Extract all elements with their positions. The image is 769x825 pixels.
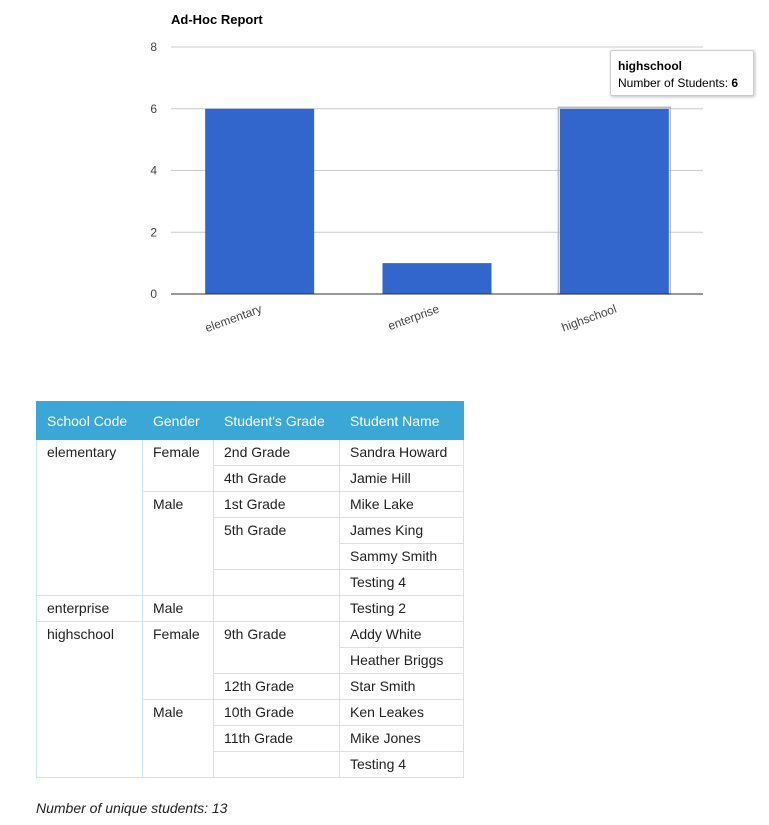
cell-student-name: Sandra Howard (339, 439, 464, 466)
cell-student-name: Mike Jones (339, 725, 464, 752)
y-tick-label: 4 (150, 164, 157, 178)
table-row: 5th Grade James King (37, 517, 464, 570)
cell-student-name: James King (339, 517, 464, 544)
x-tick-label: elementary (203, 302, 264, 335)
chart-title: Ad-Hoc Report (171, 12, 263, 27)
table-row: elementary Female 2nd Grade Sandra Howar… (36, 439, 464, 596)
cell-school-code: highschool (36, 621, 143, 778)
cell-grade (213, 569, 340, 596)
table-row: Male 10th Grade Ken Leakes (37, 699, 464, 778)
cell-grade: 1st Grade (213, 491, 340, 518)
cell-gender: Female (142, 621, 214, 700)
chart-tooltip: highschool Number of Students: 6 (610, 50, 754, 96)
bar-enterprise[interactable] (382, 263, 492, 294)
y-axis-ticks: 0 2 4 6 8 (150, 40, 157, 301)
header-gender[interactable]: Gender (142, 401, 214, 440)
cell-student-name: Sammy Smith (339, 543, 464, 570)
y-tick-label: 6 (150, 102, 157, 116)
chart-bars (205, 106, 672, 295)
y-tick-label: 0 (150, 287, 157, 301)
cell-gender: Female (142, 439, 214, 492)
table-row: highschool Female 9th Grade Addy White (36, 621, 464, 778)
cell-grade: 4th Grade (213, 465, 340, 492)
cell-school-code: elementary (36, 439, 143, 596)
table-row: Testing 4 (37, 569, 464, 596)
table-row: 12th Grade Star Smith (37, 673, 464, 700)
tooltip-value: 6 (731, 76, 739, 90)
cell-student-name: Addy White (339, 621, 464, 648)
header-student-name[interactable]: Student Name (339, 401, 464, 440)
cell-grade: 10th Grade (213, 699, 340, 726)
cell-student-name: Testing 2 (339, 595, 464, 622)
cell-grade: 12th Grade (213, 673, 340, 700)
x-axis-ticks: elementary enterprise highschool (203, 302, 618, 336)
tooltip-body: Number of Students: 6 (618, 75, 753, 92)
cell-grade: 2nd Grade (213, 439, 340, 466)
cell-student-name: Testing 4 (339, 751, 464, 778)
cell-grade: 9th Grade (213, 621, 340, 674)
cell-grade: 11th Grade (213, 725, 340, 752)
cell-student-name: Heather Briggs (339, 647, 464, 674)
report-table: School Code Gender Student's Grade Stude… (36, 401, 464, 778)
y-tick-label: 2 (150, 225, 157, 239)
bar-highschool[interactable] (559, 108, 669, 294)
cell-student-name: Mike Lake (339, 491, 464, 518)
cell-student-name: Star Smith (339, 673, 464, 700)
y-tick-label: 8 (150, 40, 157, 54)
cell-student-name: Ken Leakes (339, 699, 464, 726)
x-tick-label: highschool (560, 302, 619, 335)
cell-grade (213, 595, 340, 622)
tooltip-label: Number of Students: (618, 76, 732, 90)
cell-gender: Male (142, 491, 214, 596)
cell-student-name: Jamie Hill (339, 465, 464, 492)
tooltip-title: highschool (618, 59, 682, 73)
table-row: 11th Grade Mike Jones (37, 725, 464, 752)
cell-grade (213, 751, 340, 778)
table-row: Heather Briggs (37, 647, 464, 674)
bar-chart: Ad-Hoc Report 0 2 4 6 8 elementary enterprise… (150, 12, 703, 336)
cell-gender: Male (142, 595, 214, 622)
cell-gender: Male (142, 699, 214, 778)
bar-elementary[interactable] (205, 108, 315, 294)
header-students-grade[interactable]: Student's Grade (213, 401, 340, 440)
table-row: Testing 4 (37, 751, 464, 778)
x-tick-label: enterprise (386, 302, 441, 334)
table-row: Sammy Smith (37, 543, 464, 570)
header-school-code[interactable]: School Code (36, 401, 143, 440)
table-header-row: School Code Gender Student's Grade Stude… (36, 401, 464, 440)
cell-student-name: Testing 4 (339, 569, 464, 596)
table-row: 4th Grade Jamie Hill (37, 465, 464, 492)
unique-students-note: Number of unique students: 13 (36, 800, 228, 816)
cell-school-code: enterprise (36, 595, 143, 622)
table-row: enterprise Male Testing 2 (36, 595, 464, 622)
table-row: Male 1st Grade Mike Lake (37, 491, 464, 596)
cell-grade: 5th Grade (213, 517, 340, 570)
